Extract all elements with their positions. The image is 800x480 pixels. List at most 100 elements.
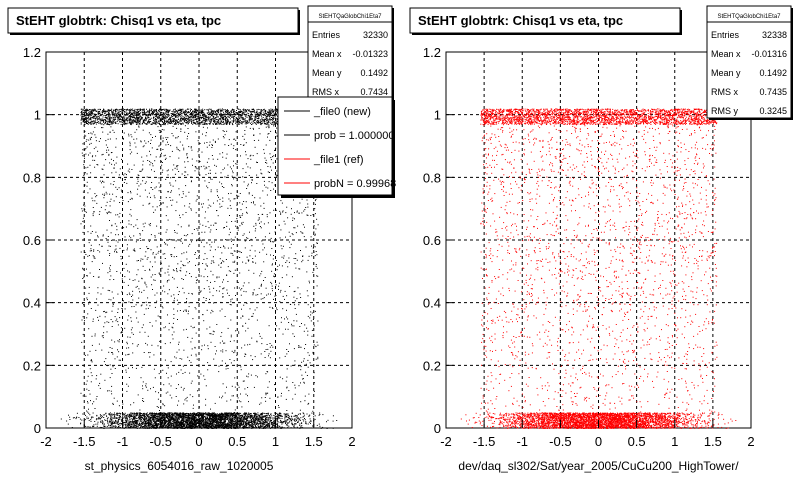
data-point [179,413,180,415]
data-point [95,119,97,121]
data-point [148,421,150,423]
data-point [240,412,242,414]
data-point [254,421,255,423]
data-point [303,420,305,422]
data-point [152,419,154,420]
data-point [183,420,185,421]
data-point [124,424,126,425]
data-point [251,416,253,418]
data-point [121,108,123,110]
data-point [204,122,206,124]
data-point [96,418,98,420]
data-point [204,426,205,428]
data-point [293,419,295,421]
data-point [166,425,168,427]
data-point [195,415,197,417]
data-point [107,119,109,121]
data-point [185,415,187,416]
data-point [127,423,129,425]
data-point [183,112,185,114]
data-point [297,415,298,417]
data-point [163,417,165,419]
data-point [151,416,153,418]
data-point [232,417,234,419]
data-point [133,117,135,119]
data-point [216,424,218,426]
data-point [269,427,271,429]
data-point [137,424,139,426]
data-point [197,420,199,422]
data-point [264,425,266,427]
data-point [184,421,186,423]
data-point [178,419,180,421]
data-point [229,426,231,428]
data-point [199,427,201,429]
data-point [201,418,203,420]
data-point [192,414,194,416]
data-point [199,421,201,423]
data-point [172,414,174,415]
data-point [132,426,134,428]
data-point [181,424,183,426]
data-point [278,415,280,417]
data-point [134,423,136,425]
data-point [248,415,250,417]
data-point [276,423,278,425]
data-point [228,427,229,429]
data-point [210,422,212,423]
data-point [170,412,172,414]
data-point [195,109,197,111]
data-point [236,423,238,425]
data-point [234,418,236,420]
data-point [234,425,235,427]
data-point [236,415,238,416]
data-point [75,417,77,419]
data-point [239,418,241,419]
data-point [188,421,190,423]
data-point [221,113,223,115]
data-point [242,420,244,422]
data-point [216,110,218,112]
data-point [274,419,276,421]
data-point [119,412,121,414]
data-point [175,412,177,414]
data-point [161,421,163,423]
data-point [179,422,181,424]
data-point [221,422,223,423]
data-point [215,414,217,416]
data-point [281,422,283,424]
data-point [204,419,206,420]
data-point [179,114,181,115]
data-point [200,117,202,118]
data-point [273,111,274,112]
data-point [248,426,250,428]
data-point [262,119,264,120]
data-point [150,121,152,123]
data-point [102,422,104,424]
data-point [212,420,214,422]
data-point [197,109,199,111]
data-point [246,116,248,118]
data-point [176,414,177,416]
data-point [275,113,277,115]
data-point [244,413,246,415]
data-point [175,425,177,427]
data-point [108,123,110,125]
data-point [243,417,245,419]
data-point [242,422,244,424]
data-point [155,423,157,425]
data-point [103,426,105,427]
data-point [304,419,306,421]
data-point [260,416,262,418]
data-point [102,118,104,120]
data-point [203,425,205,426]
data-point [109,414,110,416]
data-point [204,425,206,427]
data-point [206,422,208,424]
data-point [140,425,142,427]
data-point [191,117,193,119]
data-point [148,424,150,426]
data-point [242,426,244,428]
data-point [115,426,117,428]
data-point [279,412,281,414]
